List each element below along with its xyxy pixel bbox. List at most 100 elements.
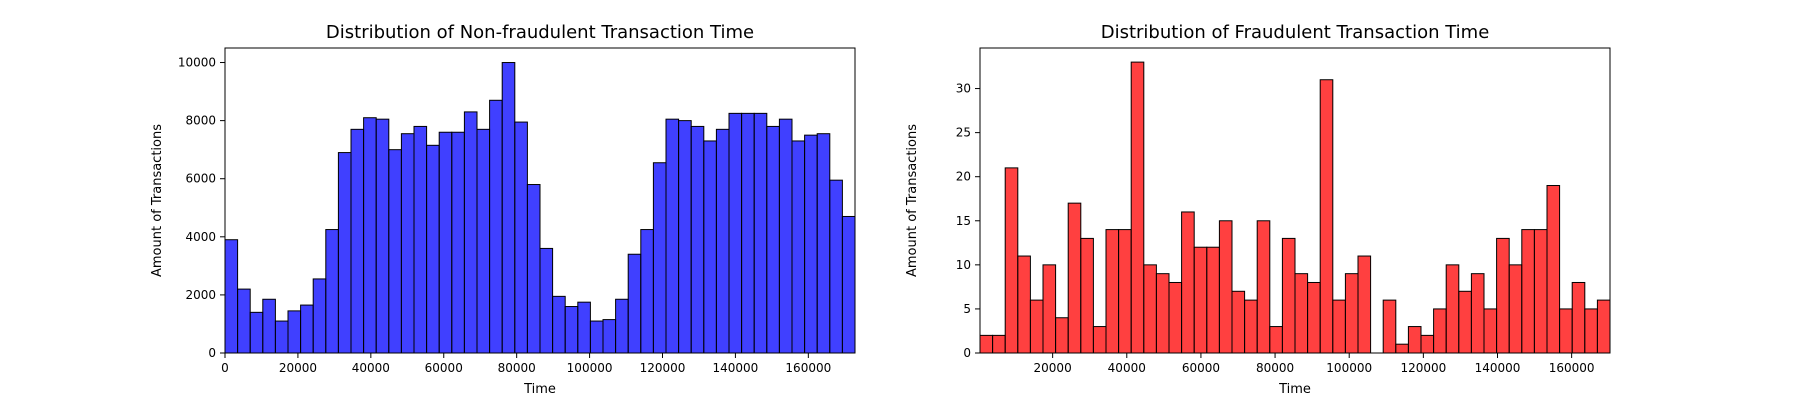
histogram-bar — [224, 239, 239, 354]
y-tick-label: 0 — [963, 346, 971, 360]
histogram-bar — [577, 301, 591, 354]
histogram-bar — [413, 125, 428, 354]
histogram-bar — [463, 111, 478, 354]
histogram-bar — [300, 304, 314, 354]
x-tick-label: 20000 — [1034, 361, 1072, 375]
histogram-bar — [703, 140, 717, 354]
histogram-bar — [1055, 317, 1069, 354]
histogram-bar — [514, 121, 528, 354]
histogram-bar — [1344, 273, 1359, 354]
histogram-bar — [1244, 299, 1258, 354]
bars — [979, 61, 1611, 354]
histogram-bar — [1433, 308, 1447, 354]
histogram-bar — [1218, 220, 1233, 354]
histogram-bar — [753, 112, 768, 354]
histogram-bar — [1092, 326, 1107, 354]
histogram-bar — [1042, 264, 1057, 354]
histogram-bar — [337, 152, 352, 354]
histogram-bar — [489, 99, 503, 354]
histogram-bar — [262, 298, 276, 354]
histogram-bar — [1319, 79, 1334, 354]
y-tick-label: 5 — [963, 302, 971, 316]
histogram-bar — [1017, 255, 1031, 354]
histogram-bar — [388, 149, 402, 354]
histogram-bar — [1231, 290, 1246, 354]
histogram-bar — [1130, 61, 1145, 354]
histogram-bar — [1105, 229, 1120, 354]
chart-title: Distribution of Fraudulent Transaction T… — [1101, 22, 1490, 43]
histogram-bar — [325, 229, 339, 354]
histogram-bar — [1521, 229, 1535, 354]
histogram-bar — [274, 320, 289, 354]
y-tick-label: 10 — [956, 258, 971, 272]
histogram-bar — [1571, 281, 1586, 354]
histogram-bar — [539, 247, 554, 354]
histogram-bar — [640, 229, 654, 354]
histogram-bar — [741, 112, 755, 354]
chart-title: Distribution of Non-fraudulent Transacti… — [326, 22, 754, 43]
histogram-bar — [804, 134, 818, 354]
plot-frame — [979, 47, 1611, 354]
y-axis-label: Amount of Transactions — [905, 124, 920, 277]
x-tick-label: 160000 — [785, 361, 831, 375]
histogram-bar — [728, 112, 743, 354]
histogram-bar — [287, 310, 302, 354]
histogram-bar — [1559, 308, 1573, 354]
histogram-bar — [526, 184, 541, 354]
x-tick-label: 120000 — [640, 361, 686, 375]
x-tick-label: 0 — [221, 361, 229, 375]
x-tick-label: 140000 — [713, 361, 759, 375]
histogram-bar — [400, 133, 415, 354]
histogram-bar — [665, 118, 680, 354]
y-tick-label: 2000 — [185, 288, 216, 302]
histogram-bar — [1533, 229, 1548, 354]
x-axis-label: Time — [1278, 382, 1311, 397]
histogram-bar — [1155, 273, 1170, 354]
histogram-bar — [501, 62, 516, 354]
histogram-bar — [1332, 299, 1346, 354]
y-tick-label: 25 — [956, 126, 971, 140]
histogram-bar — [627, 253, 642, 354]
histogram-bar — [1407, 326, 1422, 354]
x-tick-label: 100000 — [567, 361, 613, 375]
histogram-bar — [1357, 255, 1372, 354]
histogram-bar — [1420, 334, 1435, 354]
histogram-bar — [1584, 308, 1598, 354]
histogram-bar — [237, 288, 251, 354]
x-tick-label: 60000 — [1182, 361, 1220, 375]
histogram-bar — [312, 278, 327, 354]
histogram-bar — [1546, 185, 1561, 354]
y-tick-label: 0 — [208, 346, 216, 360]
histogram-bar — [1470, 273, 1485, 354]
histogram-bar — [1118, 229, 1132, 354]
histogram-bar — [1596, 299, 1611, 354]
histogram-bar — [451, 131, 465, 354]
histogram-bar — [1168, 281, 1183, 354]
y-tick-label: 30 — [956, 82, 971, 96]
bars — [224, 62, 856, 354]
histogram-bar — [350, 128, 365, 354]
histogram-bar — [1483, 308, 1498, 354]
histogram-bar — [438, 131, 453, 354]
y-tick-label: 20 — [956, 170, 971, 184]
histogram-bar — [1382, 299, 1397, 354]
histogram-bar — [363, 117, 377, 354]
histogram-bar — [816, 133, 831, 354]
fraudulent-histogram: Distribution of Fraudulent Transaction T… — [905, 22, 1611, 397]
y-tick-label: 8000 — [185, 114, 216, 128]
histogram-bar — [841, 215, 856, 354]
histogram-bar — [589, 320, 604, 354]
histogram-bar — [552, 295, 566, 354]
histogram-bar — [979, 334, 994, 354]
histogram-bar — [690, 125, 705, 354]
histogram-bar — [1496, 237, 1510, 354]
histogram-bar — [652, 162, 667, 354]
histogram-bar — [1080, 237, 1094, 354]
histogram-bar — [1067, 202, 1082, 354]
histogram-bar — [615, 298, 629, 354]
histogram-bar — [1395, 343, 1409, 354]
histogram-bar — [249, 311, 264, 354]
histogram-bar — [1004, 167, 1019, 354]
histogram-bar — [1445, 264, 1460, 354]
histogram-bar — [1256, 220, 1271, 354]
